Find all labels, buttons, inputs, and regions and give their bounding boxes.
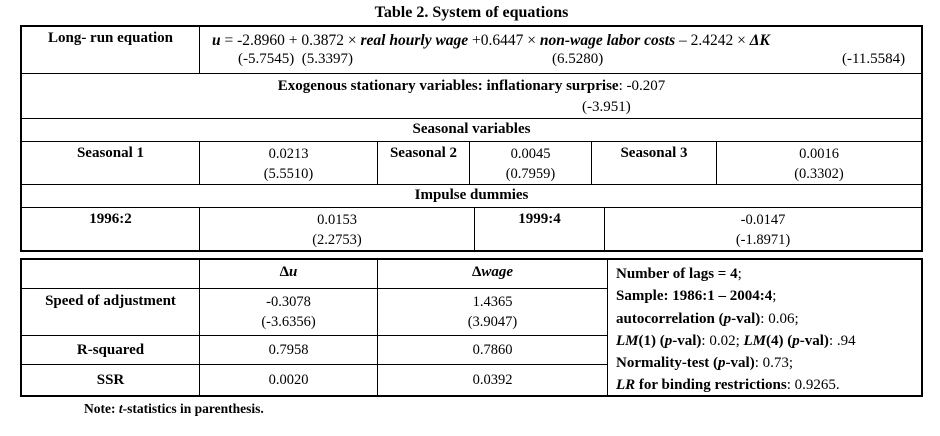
seasonal-1-value: 0.0213 (5.5510) (200, 142, 378, 184)
diagnostics-lr-test: LR for binding restrictions: 0.9265. (616, 377, 840, 394)
diagnostics-sample: Sample: 1986:1 – 2004:4; (616, 288, 777, 305)
exogenous-tstat: (-3.951) (581, 99, 631, 115)
tstat-nonwage: (6.5280) (552, 51, 604, 67)
speed-du-value: -0.3078 (-3.6356) (200, 289, 378, 336)
seasonal-2-tstat: (0.7959) (505, 166, 556, 182)
seasonal-3-tstat: (0.3302) (794, 166, 844, 182)
ssr-label: SSR (22, 365, 200, 395)
impulse-1999-coef: -0.0147 (740, 212, 786, 228)
diagnostics-lags: Number of lags = 4; (616, 266, 742, 282)
impulse-1999-value: -0.0147 (-1.8971) (605, 208, 921, 250)
speed-dwage-tstat: (3.9047) (467, 314, 518, 330)
diagnostics-autocorrelation: autocorrelation (p-val): 0.06; (616, 310, 799, 327)
long-run-equation-tstats: (-5.7545) (5.3397) (6.5280) (-11.5584) (212, 51, 921, 72)
seasonal-3-coef: 0.0016 (799, 146, 839, 162)
exogenous-variables-text: Exogenous stationary variables: inflatio… (277, 78, 666, 94)
impulse-1996-coef: 0.0153 (317, 212, 357, 228)
long-run-equation-label: Long- run equation (22, 27, 200, 73)
exogenous-variables-row: Exogenous stationary variables: inflatio… (22, 74, 921, 119)
seasonal-3-value: 0.0016 (0.3302) (717, 142, 921, 184)
seasonal-2-coef: 0.0045 (510, 146, 551, 162)
long-run-equation-row: Long- run equation u = -2.8960 + 0.3872 … (22, 27, 921, 74)
impulse-1999-tstat: (-1.8971) (735, 232, 791, 248)
speed-du-coef: -0.3078 (266, 294, 311, 310)
diagnostics-normality: Normality-test (p-val): 0.73; (616, 355, 794, 372)
adjustment-statistics-table: Δu Δwage Number of lags = 4; Sample: 198… (20, 258, 923, 397)
delta-wage-column-header: Δwage (378, 260, 608, 289)
system-of-equations-table: Long- run equation u = -2.8960 + 0.3872 … (20, 25, 923, 252)
impulse-dummies-header: Impulse dummies (22, 185, 921, 208)
seasonal-values-row: Seasonal 1 0.0213 (5.5510) Seasonal 2 0.… (22, 142, 921, 185)
long-run-equation-text: u = -2.8960 + 0.3872 × real hourly wage … (212, 32, 770, 49)
seasonal-1-label: Seasonal 1 (22, 142, 200, 184)
seasonal-1-tstat: (5.5510) (263, 166, 314, 182)
impulse-1996-value: 0.0153 (2.2753) (200, 208, 475, 250)
tstat-dk: (-11.5584) (842, 51, 906, 67)
impulse-1999-label: 1999:4 (475, 208, 605, 250)
impulse-1996-tstat: (2.2753) (312, 232, 362, 248)
empty-header-cell (22, 260, 200, 289)
diagnostics-panel: Number of lags = 4; Sample: 1986:1 – 200… (608, 260, 921, 395)
speed-du-tstat: (-3.6356) (261, 314, 316, 330)
r-squared-du-value: 0.7958 (200, 336, 378, 365)
ssr-dwage-value: 0.0392 (378, 365, 608, 395)
seasonal-1-coef: 0.0213 (268, 146, 309, 162)
diagnostics-lm-tests: LM(1) (p-val): 0.02; LM(4) (p-val): .94 (616, 332, 856, 349)
seasonal-2-label: Seasonal 2 (378, 142, 470, 184)
speed-of-adjustment-label: Speed of adjustment (22, 289, 200, 336)
seasonal-variables-header: Seasonal variables (22, 119, 921, 142)
r-squared-label: R-squared (22, 336, 200, 365)
long-run-equation-cell: u = -2.8960 + 0.3872 × real hourly wage … (200, 27, 921, 73)
seasonal-2-value: 0.0045 (0.7959) (470, 142, 592, 184)
ssr-du-value: 0.0020 (200, 365, 378, 395)
speed-dwage-value: 1.4365 (3.9047) (378, 289, 608, 336)
seasonal-3-label: Seasonal 3 (592, 142, 717, 184)
delta-u-column-header: Δu (200, 260, 378, 289)
table-note: Note: t-statistics in parenthesis. (84, 401, 264, 416)
table-title: Table 2. System of equations (374, 4, 569, 21)
speed-dwage-coef: 1.4365 (472, 294, 513, 310)
tstat-intercept-wage: (-5.7545) (5.3397) (238, 51, 353, 67)
r-squared-dwage-value: 0.7860 (378, 336, 608, 365)
impulse-1996-label: 1996:2 (22, 208, 200, 250)
impulse-values-row: 1996:2 0.0153 (2.2753) 1999:4 -0.0147 (-… (22, 208, 921, 250)
